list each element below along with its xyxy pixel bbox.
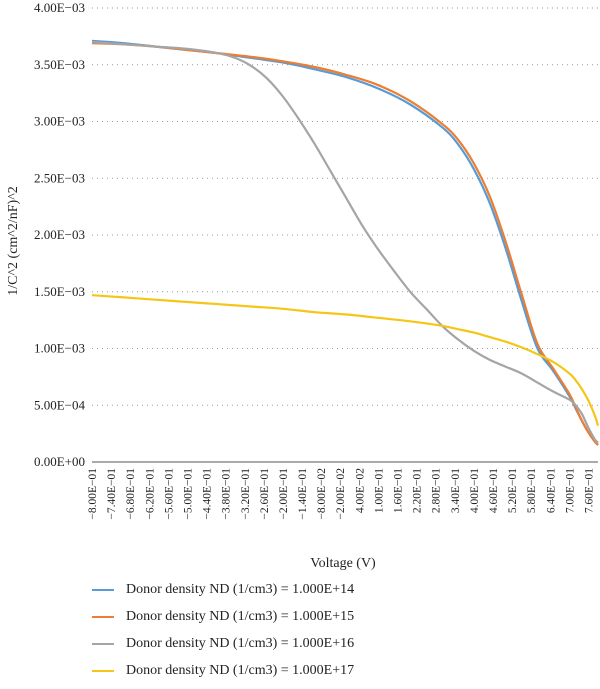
x-tick-label: 7.00E−01 bbox=[564, 468, 576, 513]
legend-swatch bbox=[92, 670, 114, 672]
y-tick-label: 0.00E+00 bbox=[34, 454, 85, 469]
x-tick-label: −5.00E−01 bbox=[182, 468, 194, 520]
x-tick-label: −2.60E−01 bbox=[259, 468, 271, 520]
x-tick-label: −8.00E−02 bbox=[316, 468, 328, 520]
series-lines bbox=[91, 39, 600, 446]
x-tick-label: 3.40E−01 bbox=[450, 468, 462, 513]
x-tick-label: 5.80E−01 bbox=[526, 468, 538, 513]
x-tick-label: −5.60E−01 bbox=[163, 468, 175, 520]
x-tick-label: −6.20E−01 bbox=[144, 468, 156, 520]
legend-swatch bbox=[92, 589, 114, 591]
y-tick-label: 3.00E−03 bbox=[34, 114, 85, 129]
x-tick-label: 4.00E−02 bbox=[354, 468, 366, 513]
x-tick-label: −1.40E−01 bbox=[297, 468, 309, 520]
x-tick-label: −2.00E−02 bbox=[335, 468, 347, 520]
legend-item: Donor density ND (1/cm3) = 1.000E+14 bbox=[92, 580, 354, 600]
y-tick-label: 2.00E−03 bbox=[34, 227, 85, 242]
x-tick-label: 1.60E−01 bbox=[393, 468, 405, 513]
legend-label: Donor density ND (1/cm3) = 1.000E+17 bbox=[126, 663, 355, 678]
legend-swatch bbox=[92, 643, 114, 645]
y-tick-label: 1.00E−03 bbox=[34, 341, 85, 356]
y-tick-labels: 0.00E+00 5.00E−04 1.00E−03 1.50E−03 2.00E−03… bbox=[34, 0, 86, 469]
y-tick-label: 2.50E−03 bbox=[34, 170, 85, 185]
x-tick-label: −4.40E−01 bbox=[202, 468, 214, 520]
legend-label: Donor density ND (1/cm3) = 1.000E+15 bbox=[126, 609, 355, 624]
x-tick-label: 5.20E−01 bbox=[507, 468, 519, 513]
legend-item: Donor density ND (1/cm3) = 1.000E+15 bbox=[92, 607, 354, 627]
x-tick-label: 2.80E−01 bbox=[431, 468, 443, 513]
x-tick-label: 7.60E−01 bbox=[583, 468, 595, 513]
x-tick-label: 4.60E−01 bbox=[488, 468, 500, 513]
series-line bbox=[91, 294, 600, 427]
legend-label: Donor density ND (1/cm3) = 1.000E+16 bbox=[126, 636, 355, 651]
x-tick-label: 6.40E−01 bbox=[545, 468, 557, 513]
y-tick-label: 1.50E−03 bbox=[34, 284, 85, 299]
series-line bbox=[91, 42, 599, 446]
legend-item: Donor density ND (1/cm3) = 1.000E+16 bbox=[92, 634, 354, 654]
x-tick-label: −8.00E−01 bbox=[87, 468, 99, 520]
y-tick-label: 4.00E−03 bbox=[34, 0, 85, 15]
gridlines bbox=[92, 7, 598, 463]
series-line bbox=[91, 39, 599, 446]
x-tick-label: −7.40E−01 bbox=[106, 468, 118, 520]
x-tick-label: −2.00E−01 bbox=[278, 468, 290, 520]
series-line bbox=[91, 40, 599, 444]
x-tick-label: 1.00E−01 bbox=[373, 468, 385, 513]
x-tick-label: −6.80E−01 bbox=[125, 468, 137, 520]
legend-label: Donor density ND (1/cm3) = 1.000E+14 bbox=[126, 582, 355, 597]
legend-item: Donor density ND (1/cm3) = 1.000E+17 bbox=[92, 661, 354, 681]
y-tick-label: 5.00E−04 bbox=[34, 397, 86, 412]
x-tick-label: −3.80E−01 bbox=[221, 468, 233, 520]
x-tick-label: −3.20E−01 bbox=[240, 468, 252, 520]
x-tick-label: 4.00E−01 bbox=[469, 468, 481, 513]
x-tick-label: 2.20E−01 bbox=[412, 468, 424, 513]
x-tick-labels: −8.00E−01 −7.40E−01 −6.80E−01 −6.20E−01 −5.6… bbox=[87, 468, 595, 520]
legend-swatch bbox=[92, 616, 114, 618]
y-tick-label: 3.50E−03 bbox=[34, 57, 85, 72]
y-axis-title: 1/C^2 (cm^2/nF)^2 bbox=[6, 186, 21, 296]
x-axis-title: Voltage (V) bbox=[310, 556, 376, 571]
legend: Donor density ND (1/cm3) = 1.000E+14 Don… bbox=[92, 580, 354, 688]
